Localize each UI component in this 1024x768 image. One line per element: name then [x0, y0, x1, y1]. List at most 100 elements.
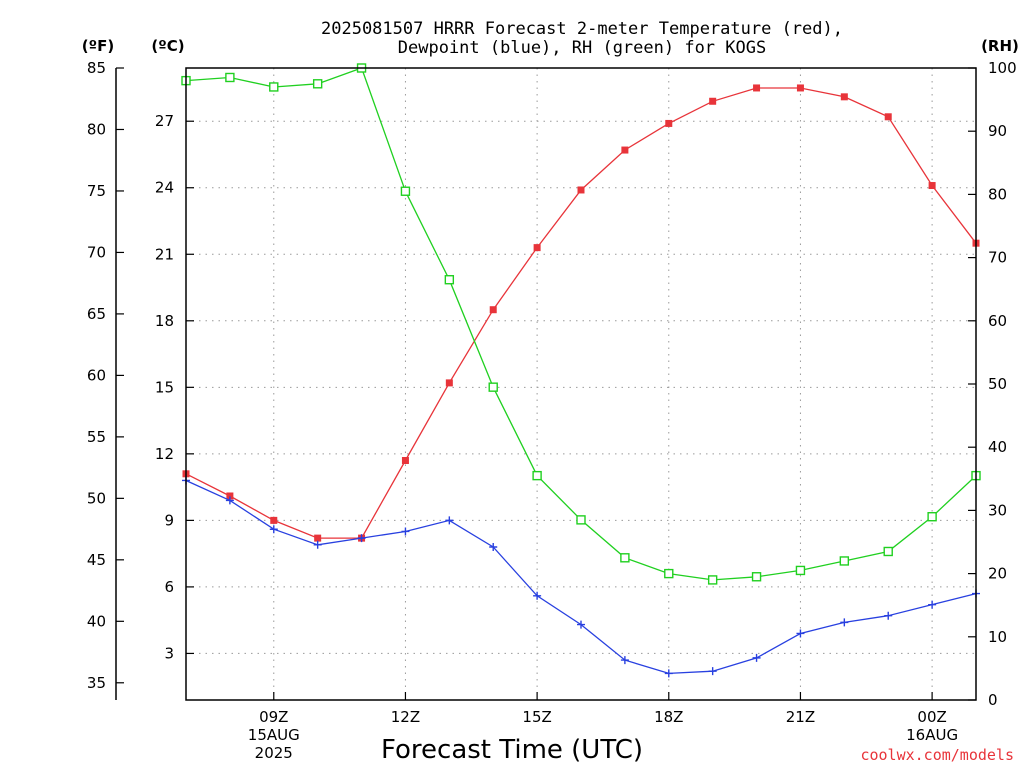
celsius-tick-label: 24: [155, 179, 174, 197]
rh-point: [751, 572, 762, 582]
rh-point: [400, 186, 411, 196]
fahrenheit-tick-label: 65: [87, 305, 106, 323]
rh-unit-label: (RH): [981, 37, 1019, 55]
celsius-tick-label: 12: [155, 445, 174, 463]
dewpoint-point: [489, 542, 498, 551]
celsius-tick-label: 18: [155, 312, 174, 330]
dewpoint-point: [620, 656, 629, 665]
rh-point: [664, 568, 674, 579]
credit-text: coolwx.com/models: [860, 746, 1014, 764]
rh-point: [225, 72, 235, 83]
rh-tick-label: 60: [988, 312, 1007, 330]
temperature-point: [533, 244, 541, 252]
temperature-point: [489, 306, 497, 314]
temperature-point: [709, 97, 717, 105]
x-axis-label: Forecast Time (UTC): [381, 735, 643, 765]
fahrenheit-tick-label: 50: [87, 489, 106, 507]
dewpoint-point: [708, 667, 717, 676]
rh-point: [312, 79, 323, 89]
dewpoint-point: [884, 611, 893, 620]
dewpoint-point: [445, 516, 454, 525]
grid: [186, 68, 976, 700]
celsius-tick-label: 15: [155, 378, 174, 396]
celsius-unit-label: (ºC): [151, 37, 184, 55]
chart-title-line-2: Dewpoint (blue), RH (green) for KOGS: [398, 38, 766, 58]
temperature-point: [840, 93, 848, 101]
series-temperature: [182, 84, 980, 542]
rh-point: [444, 275, 455, 285]
fahrenheit-tick-label: 80: [87, 120, 106, 138]
temperature-point: [928, 182, 936, 190]
x-tick-label: 09Z: [259, 708, 288, 726]
celsius-tick-label: 21: [155, 245, 174, 263]
dewpoint-point: [752, 653, 761, 662]
fahrenheit-tick-label: 40: [87, 612, 106, 630]
fahrenheit-tick-label: 60: [87, 366, 106, 384]
x-tick-label: 12Z: [391, 708, 420, 726]
x-tick-label: 2025: [255, 744, 293, 762]
dewpoint-point: [840, 618, 849, 627]
rh-tick-label: 50: [988, 375, 1007, 393]
dewpoint-point: [796, 629, 805, 638]
celsius-tick-label: 6: [164, 578, 174, 596]
celsius-tick-label: 9: [164, 511, 174, 529]
temperature-point: [314, 534, 322, 542]
series-rh: [181, 63, 981, 585]
rh-tick-label: 100: [988, 59, 1017, 77]
fahrenheit-tick-label: 35: [87, 674, 106, 692]
axes: 3 6 9 12 15 18 21 24 27 35 40 45 50 55 60 65 70 75 80 85 0 10…: [87, 59, 1017, 762]
fahrenheit-tick-label: 75: [87, 182, 106, 200]
rh-tick-label: 80: [988, 185, 1007, 203]
x-tick-label: 18Z: [654, 708, 683, 726]
rh-tick-label: 0: [988, 691, 998, 709]
temperature-point: [884, 113, 892, 121]
dewpoint-point: [357, 534, 366, 543]
dewpoint-point: [401, 527, 410, 536]
rh-tick-label: 10: [988, 628, 1007, 646]
x-tick-label: 16AUG: [906, 726, 958, 744]
x-tick-label: 21Z: [786, 708, 815, 726]
rh-point: [488, 382, 498, 392]
series-layer: [181, 63, 981, 678]
temperature-point: [796, 84, 804, 92]
rh-point: [269, 82, 279, 92]
temperature-point: [270, 516, 278, 524]
dewpoint-point: [269, 525, 278, 534]
temperature-point: [577, 186, 585, 194]
rh-point: [532, 470, 542, 481]
dewpoint-point: [928, 600, 937, 609]
rh-point: [883, 546, 893, 557]
x-tick-label: 15Z: [522, 708, 551, 726]
temperature-point: [445, 379, 453, 387]
fahrenheit-tick-label: 85: [87, 59, 106, 77]
fahrenheit-tick-label: 55: [87, 428, 106, 446]
dewpoint-line: [185, 479, 977, 675]
chart-title-line-1: 2025081507 HRRR Forecast 2-meter Tempera…: [321, 19, 843, 39]
rh-point: [927, 512, 937, 522]
rh-tick-label: 90: [988, 122, 1007, 140]
rh-tick-label: 70: [988, 249, 1007, 267]
rh-tick-label: 40: [988, 438, 1007, 456]
celsius-tick-label: 27: [155, 112, 174, 130]
rh-point: [620, 553, 630, 563]
rh-tick-label: 20: [988, 565, 1007, 583]
x-tick-label: 15AUG: [248, 726, 300, 744]
fahrenheit-tick-label: 70: [87, 243, 106, 261]
dewpoint-point: [577, 620, 585, 629]
temperature-line: [185, 87, 977, 539]
temperature-point: [226, 492, 234, 500]
temperature-point: [621, 146, 629, 154]
x-tick-label: 00Z: [917, 708, 946, 726]
rh-point: [795, 565, 806, 576]
dewpoint-point: [533, 591, 542, 600]
dewpoint-point: [313, 540, 322, 549]
fahrenheit-tick-label: 45: [87, 551, 106, 569]
dewpoint-point: [664, 669, 673, 678]
fahrenheit-unit-label: (ºF): [82, 37, 114, 55]
temperature-point: [753, 84, 761, 92]
rh-line: [185, 67, 977, 581]
rh-tick-label: 30: [988, 501, 1007, 519]
rh-point: [707, 575, 718, 585]
rh-point: [576, 515, 586, 525]
